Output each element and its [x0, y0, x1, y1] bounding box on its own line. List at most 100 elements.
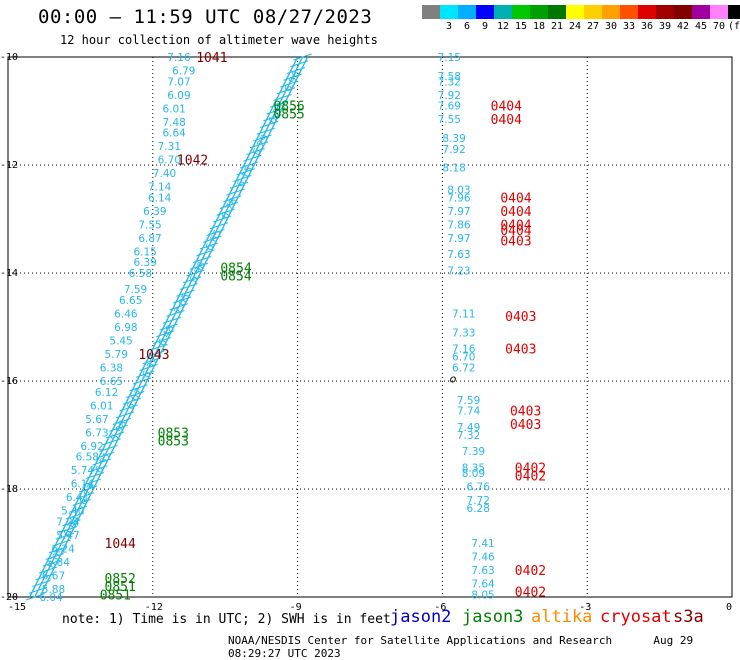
- track-hatch: [209, 222, 229, 230]
- time-label: 0854: [220, 262, 251, 277]
- time-label: 0403: [500, 235, 531, 250]
- wave-height-label: 6.87: [138, 233, 161, 245]
- wave-height-label: 8.35: [462, 462, 485, 474]
- track-hatch: [156, 330, 175, 338]
- track-hatch: [105, 431, 125, 439]
- time-label: 1044: [105, 537, 136, 552]
- y-tick-label: -10: [0, 52, 18, 63]
- track-hatch: [280, 80, 299, 88]
- wave-height-label: 6.09: [167, 90, 190, 102]
- track-hatch: [142, 357, 162, 365]
- color-scale-label: (ft): [728, 21, 740, 32]
- wave-height-label: 7.55: [438, 114, 461, 126]
- wave-height-label: 5.67: [85, 414, 108, 426]
- color-swatch: [638, 5, 656, 19]
- track-hatch: [249, 141, 269, 149]
- wave-height-label: 6.24: [51, 543, 75, 555]
- plot-frame: [7, 56, 733, 598]
- track-hatch: [45, 553, 64, 560]
- track-value-label: 6.96: [283, 69, 303, 94]
- wave-height-label: 7.86: [447, 219, 471, 231]
- time-label: 0856: [273, 100, 304, 115]
- track-marker: o: [450, 372, 457, 385]
- track-hatch: [290, 60, 309, 68]
- wave-height-label: 8.39: [442, 133, 465, 145]
- wave-height-label: 7.07: [167, 76, 190, 88]
- track-hatch: [253, 134, 272, 142]
- time-label: 1041: [196, 51, 227, 66]
- wave-height-label: 6.39: [143, 206, 166, 218]
- track-hatch: [213, 215, 232, 223]
- wave-height-label: 7.40: [153, 168, 176, 180]
- track-hatch: [146, 350, 165, 358]
- wave-height-label: 6.38: [100, 363, 123, 375]
- track-hatch: [72, 499, 91, 506]
- track-hatch: [162, 316, 182, 324]
- color-scale-label: 30: [604, 21, 618, 32]
- color-swatch: [530, 5, 548, 19]
- color-swatch: [512, 5, 530, 19]
- chart-title: 00:00 – 11:59 UTC 08/27/2023: [38, 6, 373, 28]
- time-label: 0402: [515, 586, 546, 601]
- wave-height-label: 7.63: [471, 565, 494, 577]
- wave-height-label: 7.46: [471, 552, 495, 564]
- track-hatch: [233, 175, 252, 182]
- time-label: 0402: [515, 564, 546, 579]
- wave-height-label: 8.18: [442, 163, 465, 175]
- time-label: 0404: [500, 205, 531, 220]
- y-tick-label: -18: [0, 484, 18, 495]
- wave-height-label: 5.40: [61, 506, 84, 518]
- units-note: note: 1) Time is in UTC; 2) SWH is in fe…: [62, 612, 391, 627]
- track-hatch: [152, 337, 172, 344]
- time-label: 0853: [158, 426, 189, 441]
- track-hatch: [38, 566, 58, 574]
- color-swatch: [692, 5, 710, 19]
- wave-height-label: 7.59: [124, 284, 147, 296]
- wave-height-label: 6.72: [452, 363, 475, 375]
- track-hatch: [79, 485, 98, 493]
- color-scale-label: 6: [463, 21, 471, 32]
- track-value-label: 6.07: [125, 387, 145, 412]
- color-swatch: [728, 5, 740, 19]
- track-hatch: [259, 121, 279, 128]
- x-tick-label: -9: [290, 602, 302, 613]
- track-hatch: [62, 519, 81, 527]
- track-hatch: [75, 492, 95, 500]
- color-swatch: [422, 5, 440, 19]
- wave-height-label: 7.11: [452, 309, 475, 321]
- color-scale-label: 45: [694, 21, 708, 32]
- track-hatch: [199, 242, 219, 250]
- wave-height-label: 5.45: [109, 336, 132, 348]
- color-scale-label: 39: [658, 21, 672, 32]
- wave-height-label: 7.72: [467, 495, 490, 507]
- color-swatch: [656, 5, 674, 19]
- track-hatch: [112, 418, 131, 425]
- track-hatch: [32, 580, 51, 587]
- chart-subtitle: 12 hour collection of altimeter wave hei…: [60, 33, 378, 47]
- track-hatch: [89, 465, 108, 473]
- wave-height-label: 6.01: [162, 103, 185, 115]
- y-tick-label: -12: [0, 160, 18, 171]
- time-label: 0402: [515, 461, 546, 476]
- x-tick-label: -15: [8, 602, 26, 613]
- wave-height-label: 7.39: [462, 446, 485, 458]
- wave-height-label: 8.09: [462, 468, 485, 480]
- track-hatch: [149, 343, 168, 351]
- track-hatch: [139, 364, 158, 371]
- track-hatch: [166, 310, 185, 317]
- wave-height-label: 6.65: [100, 376, 123, 388]
- track-hatch: [286, 67, 306, 74]
- time-label: 0403: [505, 343, 536, 358]
- wave-height-label: 6.64: [162, 128, 186, 140]
- color-swatch: [710, 5, 728, 19]
- color-swatch: [476, 5, 494, 19]
- track-hatch: [273, 94, 292, 101]
- color-swatch: [458, 5, 476, 19]
- track-hatch: [223, 195, 242, 203]
- wave-height-label: 6.28: [467, 503, 490, 515]
- track-hatch: [65, 512, 85, 520]
- color-scale-label: 42: [676, 21, 690, 32]
- color-swatch: [494, 5, 512, 19]
- color-swatch: [620, 5, 638, 19]
